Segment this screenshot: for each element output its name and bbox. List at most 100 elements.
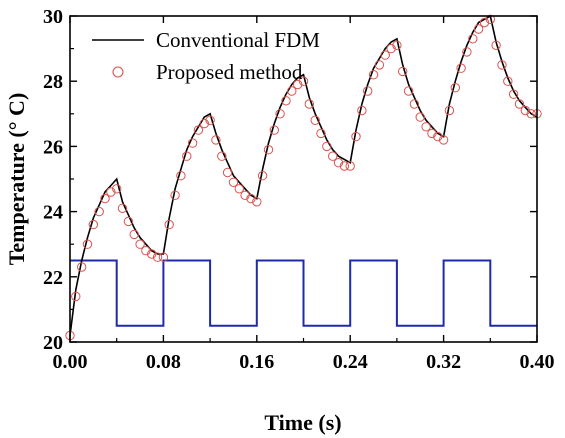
proposed-method-point <box>182 151 192 161</box>
proposed-method-point <box>228 177 239 188</box>
y-axis-title: Temperature (° C) <box>4 93 29 266</box>
proposed-method-point <box>328 151 338 161</box>
proposed-method-point <box>187 138 198 148</box>
proposed-method-point <box>386 43 396 54</box>
proposed-method-point <box>252 197 262 207</box>
proposed-method-point <box>363 86 373 96</box>
proposed-method-point <box>158 252 169 262</box>
proposed-method-point <box>392 40 402 50</box>
proposed-method-point <box>193 125 204 135</box>
proposed-method-point <box>374 60 385 70</box>
proposed-method-point <box>520 105 530 116</box>
step-signal-line <box>70 259 537 327</box>
proposed-method-point <box>438 135 449 145</box>
legend: Conventional FDM Proposed method <box>92 28 320 84</box>
proposed-method-point <box>234 184 245 194</box>
proposed-method-point <box>117 203 128 214</box>
proposed-method-point <box>433 131 443 142</box>
proposed-method-point <box>176 171 186 181</box>
proposed-method-point <box>508 89 519 99</box>
x-tick-label: 0.00 <box>53 351 88 373</box>
proposed-method-point <box>403 86 414 96</box>
x-tick-label: 0.08 <box>146 351 181 373</box>
proposed-method-point <box>281 96 291 106</box>
proposed-method-point <box>456 63 466 73</box>
proposed-method-point <box>503 76 513 86</box>
proposed-method-point <box>415 112 425 122</box>
proposed-method-point <box>199 118 210 129</box>
proposed-method-point <box>205 115 215 126</box>
proposed-method-point <box>491 40 501 50</box>
proposed-method-point <box>211 135 221 145</box>
proposed-method-point <box>479 17 490 28</box>
proposed-method-point <box>333 158 344 168</box>
proposed-method-point <box>351 131 361 142</box>
proposed-method-point <box>310 115 320 126</box>
proposed-method-point <box>380 50 390 60</box>
legend-marker-swatch <box>112 66 124 78</box>
axis-ticks <box>69 15 538 343</box>
proposed-method-point <box>129 229 139 240</box>
y-tick-label: 26 <box>43 136 63 158</box>
proposed-method-point <box>82 239 93 249</box>
proposed-method-point <box>345 161 355 171</box>
plot-series <box>65 14 542 341</box>
proposed-method-point <box>473 24 484 34</box>
x-tick-labels: 0.00 0.08 0.16 0.24 0.32 0.40 <box>53 351 555 373</box>
x-tick-label: 0.16 <box>239 351 274 373</box>
proposed-method-point <box>141 246 151 256</box>
proposed-method-point <box>304 99 314 109</box>
proposed-method-point <box>298 76 309 86</box>
proposed-method-point <box>444 105 455 116</box>
proposed-method-point <box>123 216 134 227</box>
proposed-method-point <box>170 190 180 201</box>
proposed-method-point <box>77 262 87 272</box>
x-tick-label: 0.24 <box>333 351 368 373</box>
proposed-method-point <box>147 249 157 259</box>
proposed-method-point <box>240 190 250 201</box>
proposed-method-point <box>409 99 420 109</box>
proposed-method-point <box>257 171 268 181</box>
proposed-method-point <box>526 109 536 119</box>
proposed-method-point <box>100 193 110 204</box>
proposed-method-point <box>269 125 279 135</box>
proposed-method-point <box>246 193 256 204</box>
y-tick-labels: 20 22 24 26 28 30 <box>43 6 63 354</box>
proposed-method-point <box>71 291 81 302</box>
proposed-method-point <box>217 151 227 161</box>
proposed-method-point <box>275 109 285 119</box>
proposed-method-point <box>293 79 303 90</box>
x-axis-title: Time (s) <box>264 410 341 435</box>
proposed-method-point <box>514 99 525 109</box>
proposed-method-point <box>485 14 495 24</box>
legend-label-proposed: Proposed method <box>156 60 303 84</box>
proposed-method-point <box>112 184 122 194</box>
y-tick-label: 20 <box>43 332 63 354</box>
proposed-method-point <box>497 60 507 70</box>
proposed-method-point <box>450 83 460 93</box>
proposed-method-point <box>339 161 350 171</box>
proposed-method-point <box>263 145 274 155</box>
proposed-method-point <box>222 167 233 178</box>
proposed-method-point <box>88 219 99 230</box>
conventional-fdm-line <box>69 14 538 336</box>
x-tick-label: 0.40 <box>520 351 555 373</box>
proposed-method-point <box>462 47 472 57</box>
legend-label-conventional: Conventional FDM <box>156 28 320 52</box>
proposed-method-point <box>398 66 408 77</box>
y-tick-label: 28 <box>43 71 63 93</box>
proposed-method-point <box>152 252 163 262</box>
proposed-method-point <box>427 128 437 139</box>
proposed-method-point <box>468 34 478 44</box>
proposed-method-point <box>316 128 326 139</box>
proposed-method-point <box>368 70 379 80</box>
y-tick-label: 22 <box>43 267 63 289</box>
x-tick-label: 0.32 <box>426 351 461 373</box>
proposed-method-point <box>94 206 104 217</box>
proposed-method-point <box>164 219 174 230</box>
y-tick-label: 30 <box>43 6 63 28</box>
y-tick-label: 24 <box>43 202 63 224</box>
proposed-method-point <box>421 122 431 132</box>
proposed-method-point <box>357 105 367 116</box>
